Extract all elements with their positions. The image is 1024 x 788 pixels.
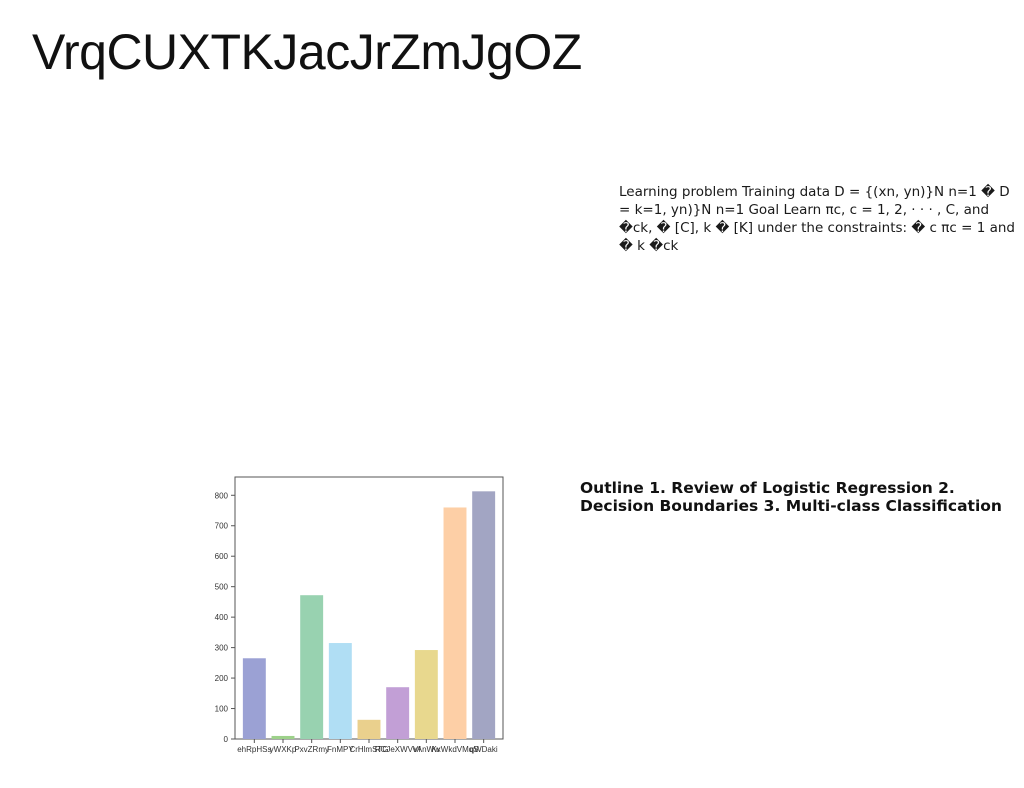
bar-chart-svg: 0 100 200 300 400 500 600 700 800 ehRpHSsyWXKpPxv…	[215, 476, 504, 754]
bar-chart: 0 100 200 300 400 500 600 700 800 ehRpHSs yWXKp Pxv…	[195, 470, 515, 770]
x-tick-label: vAnWw	[413, 745, 440, 754]
bar	[443, 507, 467, 739]
x-tick-label: ehRpHSs	[237, 745, 271, 754]
y-tick-label: 100	[215, 705, 229, 714]
y-tick-label: 300	[215, 644, 229, 653]
x-tick-label: CrHlmSTG	[349, 745, 388, 754]
outline-text: Outline 1. Review of Logistic Regression…	[580, 479, 1002, 515]
x-tick-label: PxvZRmy	[294, 745, 329, 754]
bar	[472, 491, 496, 739]
bar	[271, 735, 295, 739]
y-tick-label: 600	[215, 552, 229, 561]
bar	[328, 643, 352, 739]
bar	[357, 719, 381, 739]
x-tick-label: FnMPY	[327, 745, 354, 754]
learning-problem-text: Learning problem Training data D = {(xn,…	[619, 184, 1015, 254]
y-tick-label: 200	[215, 674, 229, 683]
x-tick-label: yWXKp	[270, 745, 297, 754]
y-tick-label: 800	[215, 491, 229, 500]
page-title: VrqCUXTKJacJrZmJgOZ	[32, 24, 582, 80]
bar	[386, 687, 410, 739]
bar	[242, 658, 266, 739]
x-tick-label: qWDaki	[470, 745, 498, 754]
y-tick-label: 400	[215, 613, 229, 622]
y-tick-label: 0	[224, 735, 229, 744]
bar	[300, 595, 324, 739]
x-tick-label: RCJeXWVVf	[375, 745, 422, 754]
bar	[414, 650, 438, 739]
y-tick-label: 700	[215, 522, 229, 531]
y-tick-label: 500	[215, 583, 229, 592]
x-tick-label: KxWkdVMqS	[431, 745, 478, 754]
